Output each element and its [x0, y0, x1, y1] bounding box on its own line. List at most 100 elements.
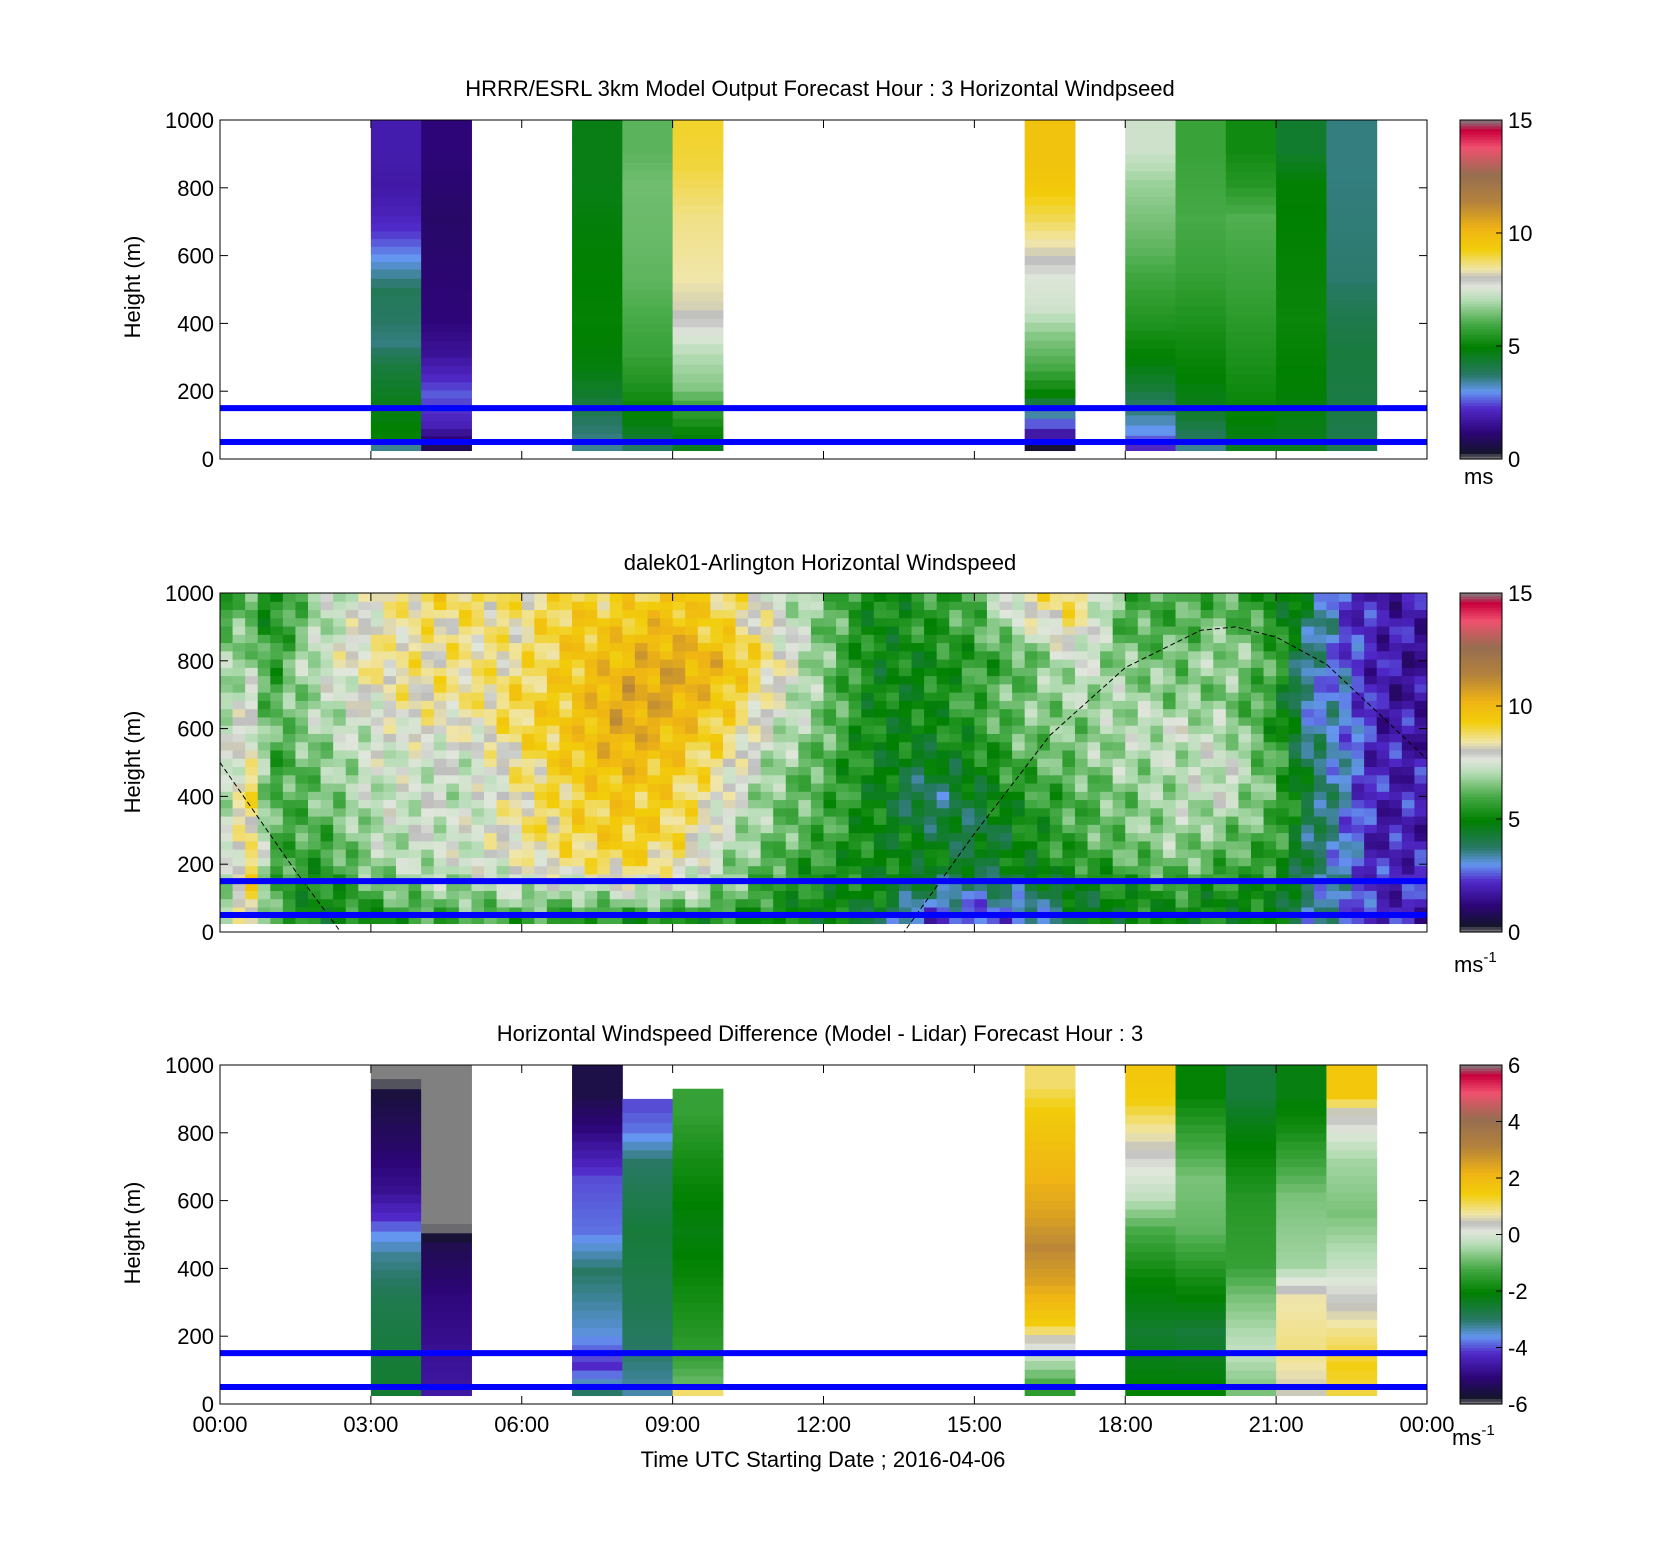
heatmap-cell [572, 659, 586, 668]
heatmap-cell [370, 849, 384, 858]
heatmap-cell [1100, 799, 1114, 809]
heatmap-cell [1112, 783, 1126, 792]
heatmap-cell [232, 882, 246, 891]
heatmap-cell [270, 865, 284, 875]
heatmap-cell [1150, 741, 1164, 751]
heatmap-cell [471, 675, 485, 685]
heatmap-cell [1100, 692, 1114, 701]
heatmap-cell [546, 700, 560, 710]
heatmap-cell [810, 601, 824, 611]
heatmap-cell [1225, 323, 1277, 333]
colorbar-segment [1460, 869, 1502, 874]
colorbar-segment [1460, 410, 1502, 415]
heatmap-cell [1062, 824, 1076, 834]
heatmap-cell [1125, 1226, 1177, 1235]
heatmap-cell [370, 1211, 422, 1222]
heatmap-cell [924, 766, 938, 776]
heatmap-cell [1125, 1097, 1177, 1107]
heatmap-cell [924, 675, 938, 685]
heatmap-cell [1162, 667, 1177, 677]
heatmap-cell [1213, 716, 1227, 726]
heatmap-cell [421, 1131, 472, 1141]
heatmap-cell [1338, 601, 1353, 611]
heatmap-cell [433, 816, 447, 825]
heatmap-cell [924, 642, 938, 652]
heatmap-cell [1276, 593, 1290, 602]
colorbar-segment [1460, 408, 1502, 412]
heatmap-cell [1288, 659, 1302, 668]
heatmap-cell [911, 593, 925, 602]
heatmap-cell [886, 617, 900, 627]
heatmap-cell [421, 153, 472, 163]
heatmap-cell [1276, 733, 1290, 743]
heatmap-cell [697, 650, 711, 660]
heatmap-cell [1326, 667, 1340, 677]
heatmap-cell [622, 849, 636, 858]
heatmap-cell [622, 1268, 674, 1278]
heatmap-cell [421, 617, 435, 627]
heatmap-cell [1326, 365, 1378, 375]
heatmap-cell [1250, 650, 1265, 660]
heatmap-cell [760, 692, 774, 701]
heatmap-cell [672, 1124, 724, 1134]
heatmap-cell [622, 708, 636, 718]
heatmap-cell [886, 898, 900, 908]
heatmap-cell [446, 766, 460, 776]
heatmap-cell [421, 213, 472, 223]
heatmap-cell [572, 675, 586, 685]
heatmap-cell [672, 1310, 724, 1320]
heatmap-cell [559, 733, 573, 743]
y-tick-label: 200 [177, 379, 214, 404]
heatmap-cell [722, 675, 736, 685]
heatmap-cell [220, 840, 234, 850]
heatmap-cell [1225, 1209, 1277, 1219]
heatmap-cell [1250, 898, 1265, 908]
heatmap-cell [873, 601, 887, 611]
heatmap-cell [1074, 807, 1089, 817]
heatmap-cell [1376, 758, 1390, 768]
heatmap-cell [1225, 221, 1277, 231]
heatmap-cell [1024, 1192, 1076, 1202]
heatmap-cell [748, 857, 762, 867]
heatmap-cell [1024, 1360, 1076, 1370]
heatmap-cell [798, 832, 812, 842]
colorbar-segment [1460, 399, 1502, 404]
colorbar-segment [1460, 326, 1502, 330]
heatmap-cell [1024, 1226, 1076, 1235]
heatmap-cell [1188, 783, 1202, 792]
heatmap-cell [622, 898, 636, 908]
heatmap-cell [1326, 890, 1340, 900]
heatmap-cell [257, 708, 271, 718]
heatmap-cell [898, 898, 913, 908]
heatmap-cell [848, 626, 862, 635]
heatmap-cell [1024, 264, 1076, 275]
heatmap-cell [572, 425, 623, 435]
heatmap-cell [1389, 832, 1403, 842]
heatmap-cell [961, 774, 975, 784]
heatmap-cell [1100, 915, 1114, 925]
heatmap-cell [308, 667, 322, 677]
heatmap-cell [320, 882, 334, 891]
heatmap-cell [257, 857, 271, 867]
heatmap-cell [1074, 741, 1089, 751]
heatmap-cell [1313, 617, 1327, 627]
heatmap-cell [609, 642, 623, 652]
heatmap-cell [1276, 297, 1327, 307]
heatmap-cell [458, 700, 472, 710]
heatmap-cell [1150, 783, 1164, 792]
heatmap-cell [798, 816, 812, 825]
heatmap-cell [697, 816, 711, 825]
heatmap-cell [622, 1336, 674, 1346]
colorbar-segment [1460, 883, 1502, 888]
heatmap-cell [1024, 716, 1038, 726]
heatmap-cell [370, 396, 422, 406]
heatmap-cell [647, 700, 661, 710]
heatmap-cell [421, 1251, 472, 1261]
heatmap-cell [1263, 659, 1277, 668]
heatmap-cell [1125, 374, 1177, 384]
heatmap-cell [609, 832, 623, 842]
heatmap-cell [1225, 667, 1239, 677]
heatmap-cell [760, 832, 774, 842]
heatmap-cell [232, 593, 246, 602]
heatmap-cell [785, 783, 799, 792]
